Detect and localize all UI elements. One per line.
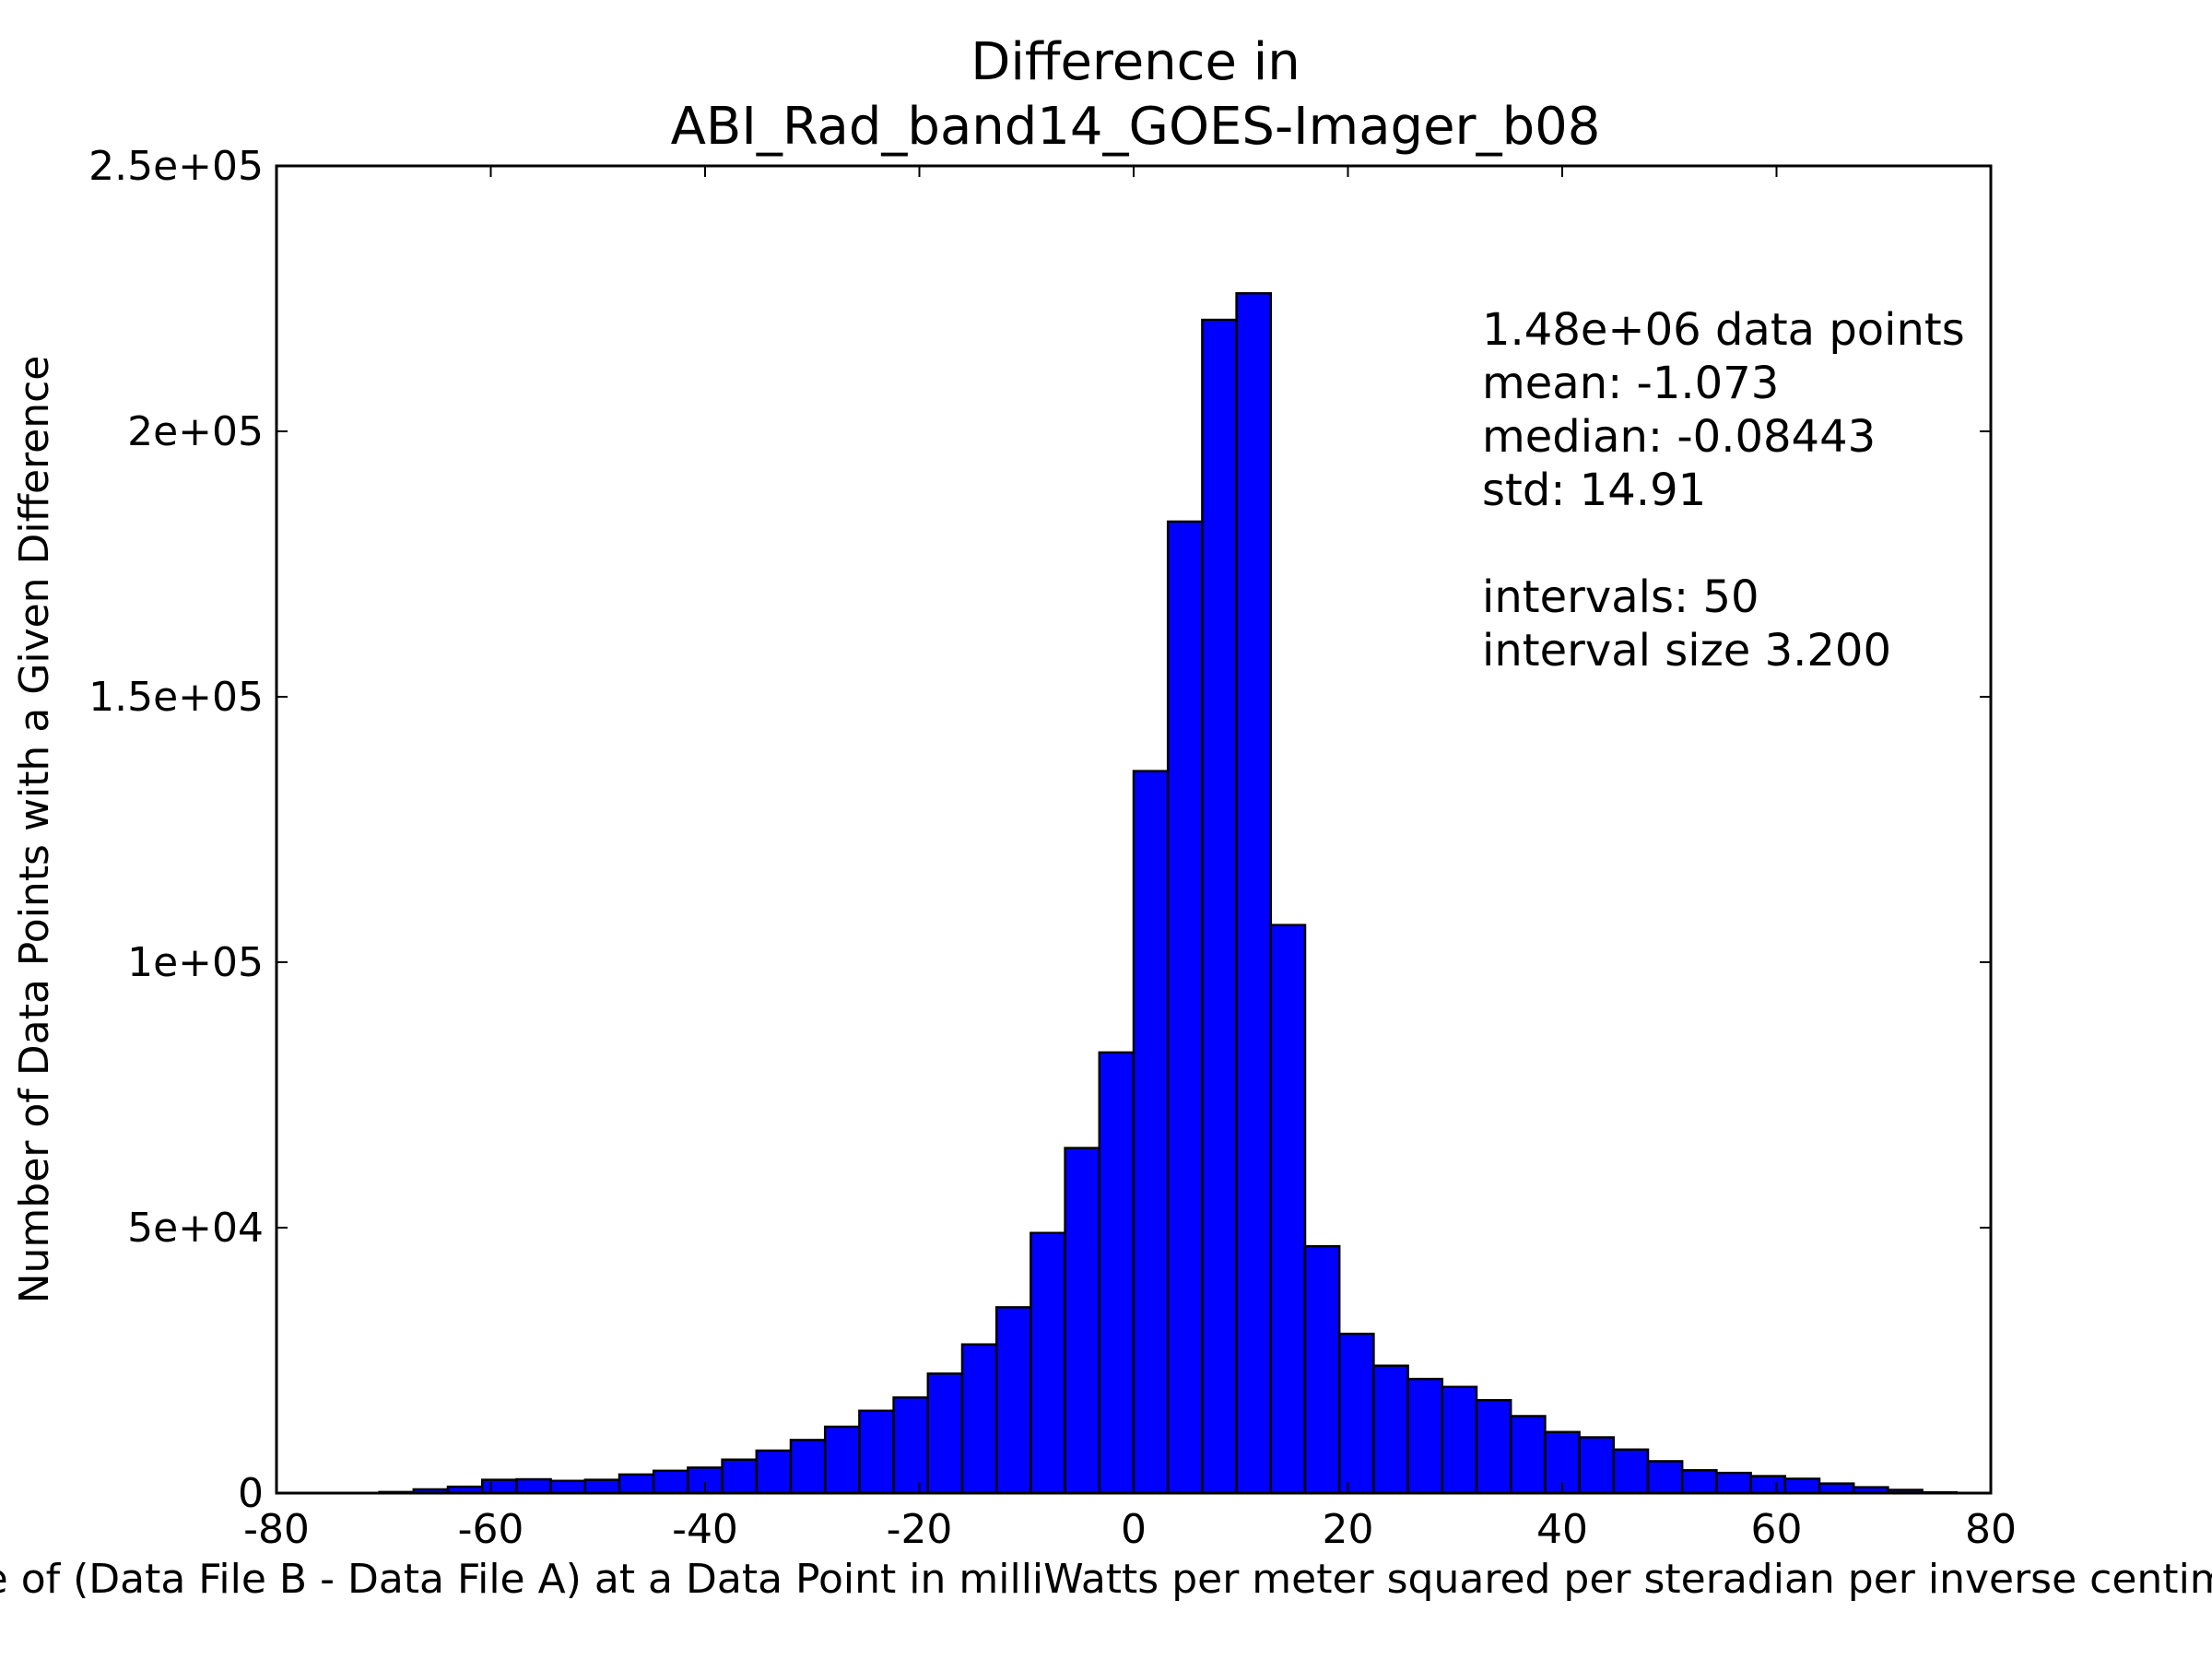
histogram-bar (994, 1306, 1032, 1495)
x-tick-label: 80 (1965, 1506, 2017, 1553)
y-tick-label: 0 (238, 1470, 264, 1517)
histogram-bar (926, 1372, 964, 1495)
x-axis-label: Value of (Data File B - Data File A) at … (0, 1556, 2212, 1603)
histogram-bar (721, 1458, 759, 1495)
histogram-bar (892, 1396, 930, 1495)
histogram-bar (583, 1478, 621, 1495)
histogram-bar (1715, 1471, 1752, 1495)
stats-line: std: 14.91 (1482, 465, 1706, 516)
chart-title-line-1: Difference in (971, 32, 1300, 92)
histogram-bar (858, 1409, 895, 1495)
histogram-bar (1475, 1398, 1512, 1495)
x-tick-label: -40 (672, 1506, 738, 1553)
histogram-bar (1269, 924, 1307, 1495)
histogram-bar (1749, 1475, 1787, 1495)
x-tick-label: -20 (887, 1506, 953, 1553)
stats-line: 1.48e+06 data points (1482, 304, 1965, 356)
x-tick-label: 20 (1323, 1506, 1374, 1553)
histogram-bar (789, 1439, 827, 1495)
histogram-bar (960, 1343, 998, 1495)
histogram-bars (378, 291, 1959, 1495)
histogram-bar (755, 1449, 793, 1495)
x-tick-label: 60 (1751, 1506, 1803, 1553)
y-tick-label: 5e+04 (127, 1205, 264, 1252)
histogram-bar (1646, 1460, 1684, 1495)
y-axis-label: Number of Data Points with a Given Diffe… (11, 356, 58, 1304)
x-tick-label: -80 (243, 1506, 310, 1553)
y-axis-ticks: 0 5e+04 1e+05 1.5e+05 2e+05 2.5e+05 (88, 143, 1991, 1517)
x-tick-label: 0 (1121, 1506, 1147, 1553)
stats-line: intervals: 50 (1482, 571, 1759, 623)
x-axis-ticks: -80 -60 -40 -20 0 20 40 60 80 (243, 166, 2017, 1553)
histogram-bar (1132, 770, 1170, 1495)
y-tick-label: 2e+05 (127, 408, 264, 455)
histogram-bar (515, 1477, 552, 1495)
histogram-bar (823, 1425, 861, 1495)
histogram-bar (1030, 1231, 1066, 1495)
stats-line: interval size 3.200 (1482, 625, 1891, 677)
y-tick-label: 1e+05 (127, 939, 264, 986)
histogram-bar (1166, 520, 1204, 1495)
histogram-bar (618, 1473, 655, 1495)
chart-title-line-2: ABI_Rad_band14_GOES-Imager_b08 (671, 97, 1601, 157)
histogram-bar (1235, 291, 1273, 1495)
x-tick-label: 40 (1536, 1506, 1588, 1553)
histogram-bar (1372, 1364, 1409, 1495)
histogram-bar (1680, 1468, 1718, 1495)
histogram-bar (1612, 1448, 1650, 1495)
histogram-bar (1578, 1436, 1616, 1495)
histogram-bar (480, 1478, 518, 1495)
histogram-bar (652, 1469, 689, 1495)
histogram-bar (1064, 1147, 1101, 1495)
histogram-bar (1201, 318, 1238, 1495)
histogram-bar (1303, 1244, 1341, 1495)
histogram-bar (1818, 1482, 1855, 1495)
histogram-bar (1783, 1477, 1821, 1495)
y-tick-label: 1.5e+05 (88, 674, 264, 721)
histogram-bar (1441, 1385, 1478, 1495)
histogram-bar (1509, 1415, 1547, 1495)
histogram-bar (549, 1479, 587, 1495)
histogram-bar (1406, 1377, 1444, 1495)
y-tick-label: 2.5e+05 (88, 143, 264, 190)
histogram-bar (1337, 1332, 1375, 1495)
histogram-bar (1098, 1051, 1135, 1495)
stats-line: median: -0.08443 (1482, 411, 1876, 463)
stats-line: mean: -1.073 (1482, 358, 1779, 409)
x-tick-label: -60 (458, 1506, 524, 1553)
